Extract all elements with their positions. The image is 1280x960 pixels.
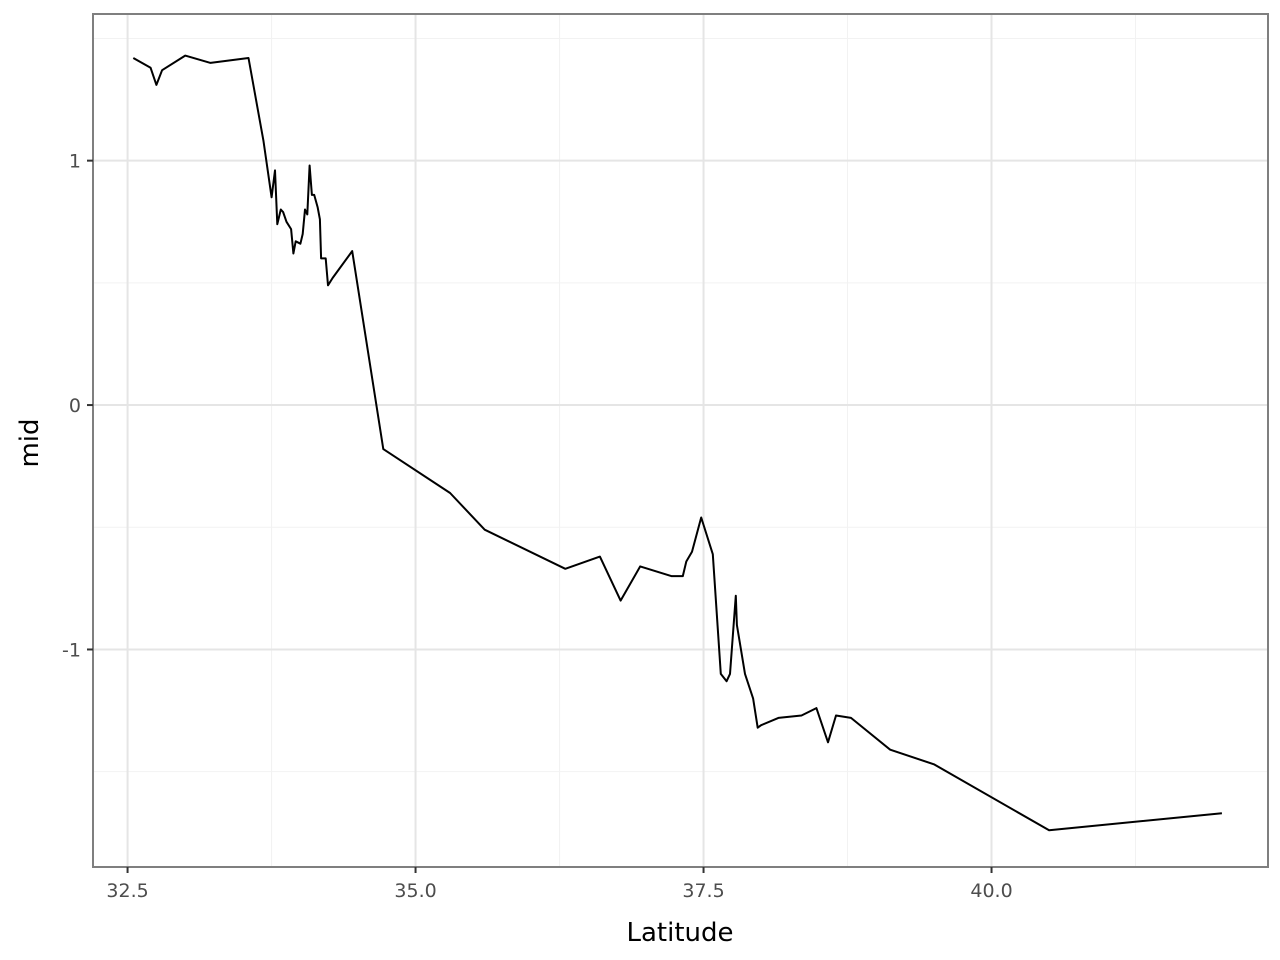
y-tick-label: 0 [69,395,81,417]
y-axis-title: mid [15,418,45,467]
x-tick-labels: 32.5 35.0 37.5 40.0 [106,880,1012,902]
plot-panel-background [93,14,1268,867]
series-line [132,54,1222,832]
y-tick-label: -1 [62,639,81,661]
minor-gridlines [93,14,1268,867]
plot-panel-border [92,13,1269,868]
tick-marks [87,159,993,873]
series-layer [132,54,1222,832]
x-tick-label: 37.5 [682,880,724,902]
x-tick-label: 32.5 [106,880,148,902]
x-tick-label: 40.0 [970,880,1012,902]
y-tick-label: 1 [69,151,81,173]
x-axis-title: Latitude [626,918,733,948]
y-tick-labels: -1 0 1 [62,151,81,662]
x-tick-label: 35.0 [394,880,436,902]
major-gridlines [93,14,1268,867]
